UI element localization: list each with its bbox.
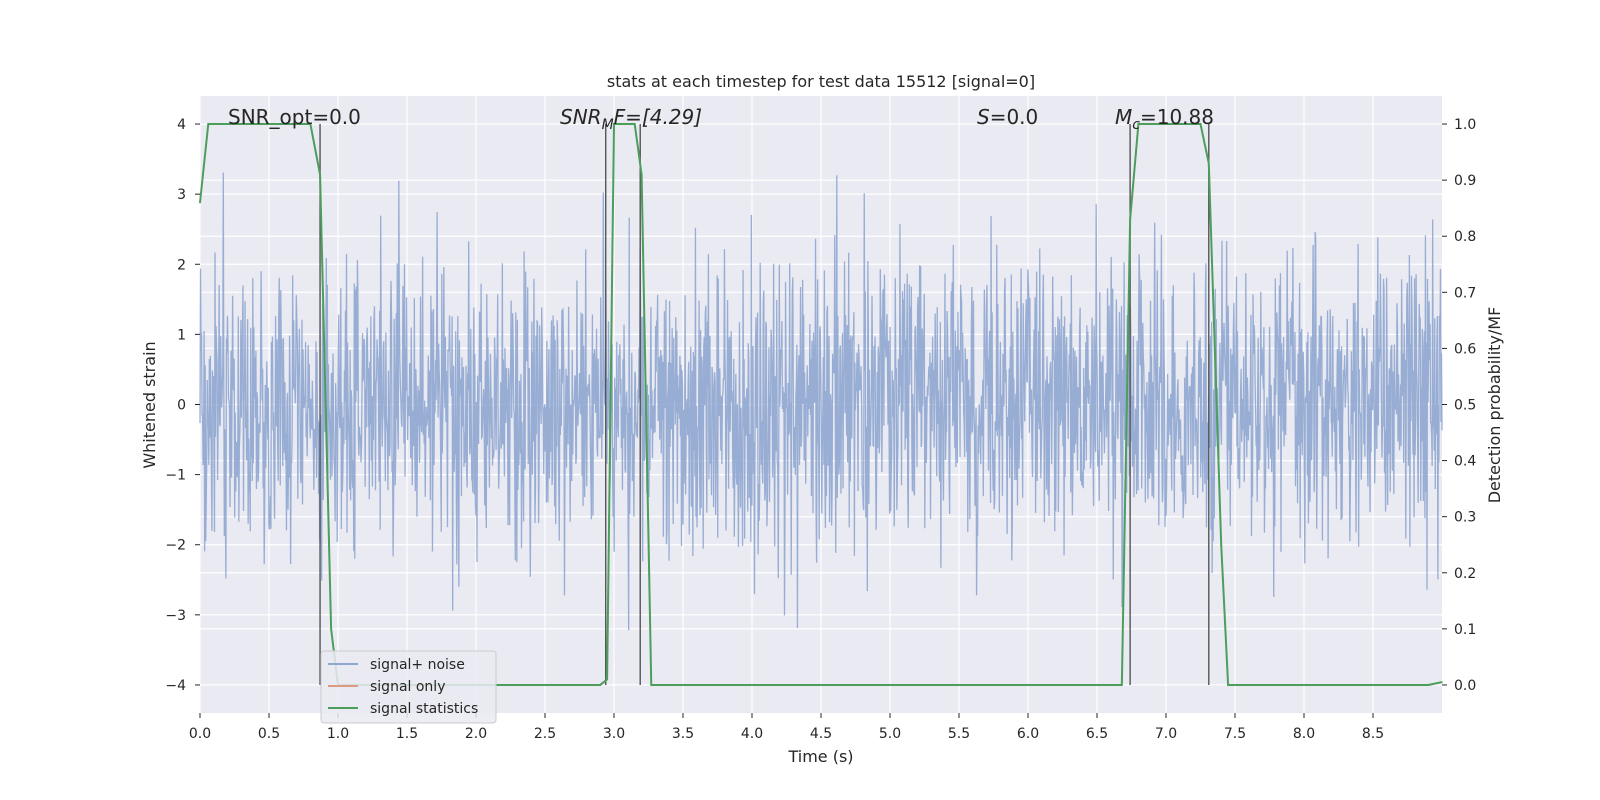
y-axis-title: Whitened strain	[140, 341, 159, 468]
y-right-tick-label: 0.6	[1454, 341, 1476, 357]
x-axis-ticks: 0.0 0.5 1.0 1.5 2.0 2.5 3.0 3.5 4.0 4.5 5.0 5.5 6.0 6…	[189, 713, 1384, 742]
annotation-snr-mf-sub: M	[602, 117, 614, 133]
y-tick-label: 2	[177, 257, 186, 273]
x-tick-label: 0.0	[189, 726, 211, 742]
y-axis-right-ticks: 1.0 0.9 0.8 0.7 0.6 0.5 0.4 0.3 0.2 0.1 0.0	[1442, 117, 1476, 694]
annotation-snr-opt: SNR_opt=0.0	[228, 105, 361, 129]
x-tick-label: 6.5	[1086, 726, 1108, 742]
x-tick-label: 1.5	[396, 726, 418, 742]
detection-statistic-point	[213, 123, 215, 125]
x-tick-label: 7.5	[1224, 726, 1246, 742]
x-tick-label: 4.5	[810, 726, 832, 742]
annotation-mc-main: M	[1115, 105, 1132, 129]
x-tick-label: 6.0	[1017, 726, 1039, 742]
x-tick-label: 3.0	[603, 726, 625, 742]
x-tick-label: 1.0	[327, 726, 349, 742]
y-axis-left-ticks: 4 3 2 1 0 −1 −2 −3 −4	[165, 117, 200, 694]
y-tick-label: 3	[177, 187, 186, 203]
annotation-s-rest: =0.0	[990, 105, 1039, 129]
y-tick-label: 4	[177, 117, 186, 133]
annotation-s: S=0.0	[977, 105, 1038, 129]
detection-statistic-point	[633, 123, 636, 125]
annotation-s-main: S	[977, 105, 990, 129]
detection-statistic-point	[330, 628, 332, 630]
x-tick-label: 2.0	[465, 726, 487, 742]
x-tick-label: 5.0	[879, 726, 901, 742]
y-axis-right-title: Detection probability/MF	[1485, 307, 1504, 504]
annotation-mc: Mc=10.88	[1115, 105, 1214, 133]
detection-statistic-point	[640, 173, 643, 176]
y-right-tick-label: 0.1	[1454, 622, 1476, 638]
detection-statistic-point	[1121, 684, 1123, 686]
detection-statistic-point	[599, 684, 601, 686]
x-tick-label: 4.0	[741, 726, 763, 742]
y-right-tick-label: 0.9	[1454, 173, 1476, 189]
y-tick-label: −1	[165, 468, 186, 484]
legend: signal+ noise signal only signal statist…	[320, 650, 497, 724]
annotation-snr-mf: SNRMF=[4.29]	[560, 105, 702, 133]
chart-title: stats at each timestep for test data 155…	[607, 72, 1035, 91]
x-tick-label: 8.5	[1362, 726, 1384, 742]
x-tick-label: 8.0	[1293, 726, 1315, 742]
x-tick-label: 7.0	[1155, 726, 1177, 742]
legend-label-noise: signal+ noise	[370, 657, 465, 673]
y-tick-label: 1	[177, 327, 186, 343]
y-right-tick-label: 0.8	[1454, 229, 1476, 245]
detection-statistic-point	[199, 201, 201, 204]
detection-statistic-point	[613, 123, 615, 125]
detection-statistic-point	[1227, 684, 1229, 686]
x-axis-title: Time (s)	[787, 747, 853, 766]
detection-statistic-point	[650, 684, 653, 686]
detection-statistic-point	[319, 173, 321, 176]
detection-statistic-series	[199, 123, 1443, 686]
legend-label-signal: signal only	[370, 679, 445, 695]
x-tick-label: 5.5	[948, 726, 970, 742]
detection-statistic-point	[1199, 123, 1202, 125]
y-right-tick-label: 1.0	[1454, 117, 1476, 133]
legend-label-statistics: signal statistics	[370, 701, 478, 717]
y-tick-label: −2	[165, 538, 186, 554]
noise-line	[199, 172, 1443, 631]
annotation-mc-rest: =10.88	[1140, 105, 1214, 129]
detection-statistic-point	[1220, 543, 1222, 546]
detection-statistic-point	[1207, 162, 1210, 165]
detection-statistic-point	[682, 684, 684, 686]
y-tick-label: −3	[165, 608, 186, 624]
x-tick-label: 3.5	[672, 726, 694, 742]
y-right-tick-label: 0.3	[1454, 510, 1476, 526]
detection-statistic-point	[1441, 681, 1443, 683]
y-tick-label: 0	[177, 398, 186, 414]
annotation-snr-mf-main: SNR	[560, 105, 602, 129]
detection-statistic-point	[207, 123, 210, 125]
detection-statistic-point	[1129, 218, 1131, 221]
noise-series	[199, 172, 1443, 631]
annotation-mc-sub: c	[1132, 117, 1140, 133]
y-right-tick-label: 0.2	[1454, 566, 1476, 582]
detection-statistic-point	[1137, 123, 1140, 125]
detection-statistic-point	[1427, 684, 1429, 686]
detection-statistic-point	[309, 123, 312, 125]
y-right-tick-label: 0.7	[1454, 285, 1476, 301]
annotation-snr-mf-rest: F=[4.29]	[614, 105, 702, 129]
y-right-tick-label: 0.4	[1454, 454, 1476, 470]
y-right-tick-label: 0.5	[1454, 398, 1476, 414]
x-tick-label: 0.5	[258, 726, 280, 742]
legend-box	[320, 650, 497, 724]
y-tick-label: −4	[165, 678, 186, 694]
detection-statistic-point	[606, 678, 608, 681]
y-right-tick-label: 0.0	[1454, 678, 1476, 694]
x-tick-label: 2.5	[534, 726, 556, 742]
